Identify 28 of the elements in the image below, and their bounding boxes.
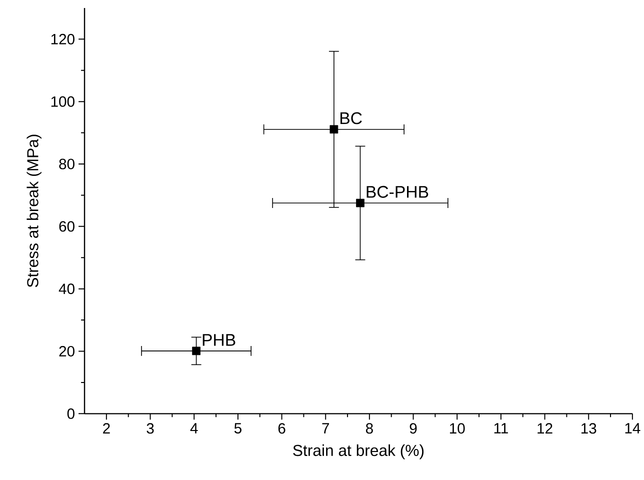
x-tick-label: 7 xyxy=(322,422,329,434)
x-tick-label: 14 xyxy=(625,422,640,434)
x-tick-label: 3 xyxy=(146,422,154,434)
point xyxy=(330,125,338,134)
y-tick-label: 100 xyxy=(51,96,74,107)
y-tick-label: 20 xyxy=(59,346,74,356)
y-tick-label: 120 xyxy=(51,34,74,44)
y-tick-label: 0 xyxy=(67,408,74,419)
annotation: BC-PHB xyxy=(366,186,428,198)
y-tick-label: 40 xyxy=(58,283,74,294)
annotation: BC xyxy=(340,112,362,124)
annotation: PHB xyxy=(202,334,236,346)
x-axis-title: Strain at break (%) xyxy=(293,444,424,460)
x-tick-label: 13 xyxy=(581,422,596,434)
x-tick-label: 8 xyxy=(366,422,373,434)
point xyxy=(356,198,364,208)
x-tick-label: 6 xyxy=(278,422,286,434)
point xyxy=(192,346,200,355)
y-tick-label: 80 xyxy=(59,158,74,170)
x-tick-label: 9 xyxy=(410,422,417,434)
x-tick-label: 4 xyxy=(190,422,198,434)
x-tick-label: 11 xyxy=(494,422,508,434)
y-axis-title: Stress at break (MPa) xyxy=(26,134,42,288)
x-tick-label: 5 xyxy=(234,422,242,434)
x-tick-label: 10 xyxy=(450,422,465,434)
y-tick-label: 60 xyxy=(59,221,74,232)
x-tick-label: 2 xyxy=(103,422,110,434)
x-tick-label: 12 xyxy=(538,422,552,434)
